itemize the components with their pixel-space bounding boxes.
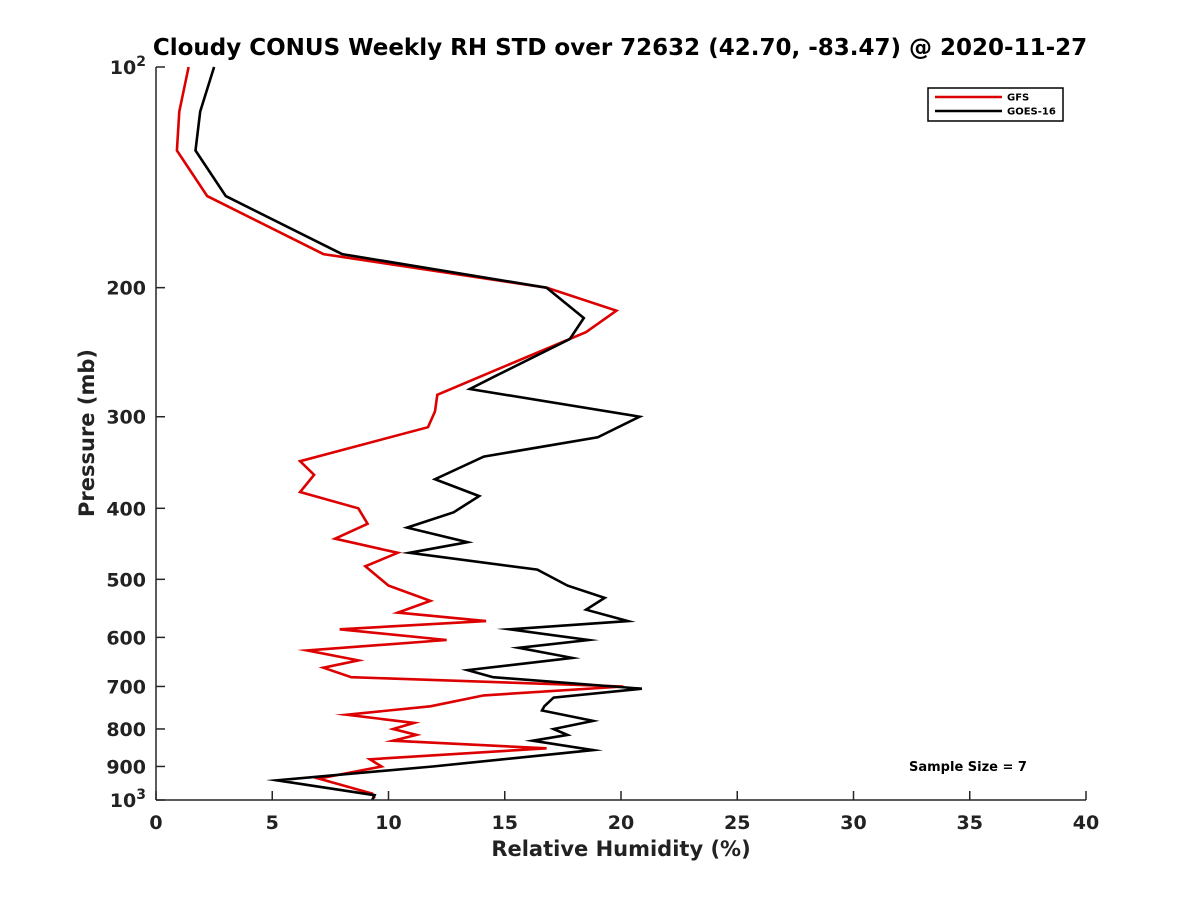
x-tick-label: 40 bbox=[1073, 812, 1099, 834]
y-tick-label: 900 bbox=[106, 756, 146, 778]
legend: GFS GOES-16 bbox=[927, 87, 1064, 122]
y-axis-label: Pressure (mb) bbox=[75, 349, 99, 517]
series-layer bbox=[175, 66, 644, 801]
y-tick-label: 400 bbox=[106, 498, 146, 520]
y-tick-label: 300 bbox=[106, 407, 146, 429]
legend-label-gfs: GFS bbox=[1007, 93, 1029, 104]
series-line-goes-16 bbox=[194, 66, 644, 801]
y-tick-label: 500 bbox=[106, 569, 146, 591]
x-axis-label: Relative Humidity (%) bbox=[491, 837, 750, 861]
x-tick-label: 20 bbox=[608, 812, 634, 834]
y-tick-label: 103 bbox=[110, 787, 146, 812]
x-tick-label: 5 bbox=[266, 812, 279, 834]
y-tick-label: 800 bbox=[106, 719, 146, 741]
y-tick-label: 700 bbox=[106, 676, 146, 698]
legend-label-goes-16: GOES-16 bbox=[1007, 107, 1056, 118]
y-tick-label: 102 bbox=[110, 54, 146, 79]
y-tick-label: 200 bbox=[106, 278, 146, 300]
x-tick-label: 30 bbox=[840, 812, 866, 834]
x-tick-label: 35 bbox=[957, 812, 983, 834]
y-axis-ticks: 102 200 300 400 500 600 700 800 900 103 bbox=[106, 54, 165, 812]
legend-box bbox=[927, 87, 1064, 122]
x-tick-label: 25 bbox=[724, 812, 750, 834]
x-axis-ticks: 0 5 10 15 20 25 30 35 40 bbox=[149, 791, 1099, 834]
x-tick-label: 0 bbox=[149, 812, 162, 834]
x-tick-label: 10 bbox=[375, 812, 401, 834]
sample-size-annotation: Sample Size = 7 bbox=[909, 760, 1027, 775]
x-tick-label: 15 bbox=[492, 812, 518, 834]
chart-title: Cloudy CONUS Weekly RH STD over 72632 (4… bbox=[153, 35, 1087, 61]
y-tick-label: 600 bbox=[106, 627, 146, 649]
